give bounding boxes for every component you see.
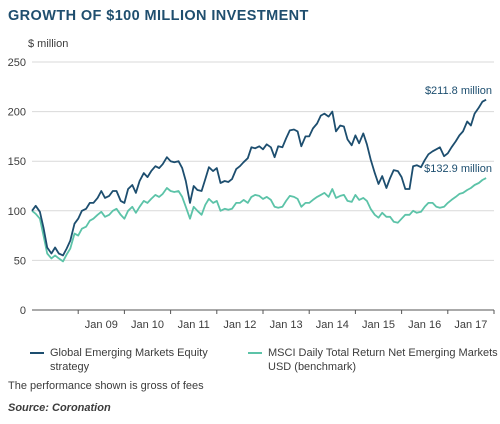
x-tick-label: Jan 09 [85, 319, 118, 331]
y-tick-label-150: 150 [8, 156, 26, 168]
performance-note: The performance shown is gross of fees [8, 380, 204, 392]
x-tick-label: Jan 10 [131, 319, 164, 331]
y-tick-label-100: 100 [8, 206, 26, 218]
end-label-benchmark: $132.9 million [424, 163, 492, 175]
x-tick-label: Jan 13 [270, 319, 303, 331]
series-line-benchmark [31, 177, 487, 263]
source-note: Source: Coronation [8, 402, 111, 414]
chart-area: 0 50 100 150 200 250 Jan 09 Jan 10 Jan 11 Jan 12 J… [8, 57, 495, 331]
y-tick-label-50: 50 [14, 255, 26, 267]
y-axis-unit-label: $ million [28, 38, 69, 50]
legend-swatch-benchmark [248, 352, 262, 354]
x-tick-label: Jan 14 [316, 319, 349, 331]
chart-title: GROWTH OF $100 MILLION INVESTMENT [8, 8, 309, 24]
legend-swatch-strategy [30, 352, 44, 354]
legend-label-strategy: Global Emerging Markets Equity strategy [50, 347, 208, 373]
x-tick-label: Jan 17 [454, 319, 487, 331]
y-tick-label-250: 250 [8, 57, 26, 69]
x-tick-label: Jan 11 [178, 319, 210, 331]
y-tick-label-0: 0 [20, 305, 26, 317]
y-tick-label-200: 200 [8, 107, 26, 119]
x-tick-label: Jan 15 [362, 319, 395, 331]
series-line-strategy [31, 98, 487, 257]
x-tick-label: Jan 16 [408, 319, 441, 331]
end-label-strategy: $211.8 million [425, 85, 492, 97]
legend-label-benchmark: MSCI Daily Total Return Net Emerging Mar… [268, 347, 498, 373]
x-tick-label: Jan 12 [223, 319, 256, 331]
